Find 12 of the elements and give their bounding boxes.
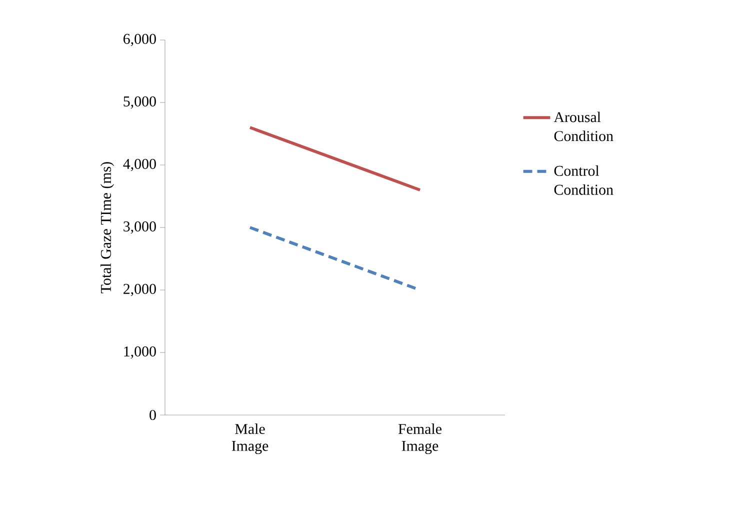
x-tick-label: Male Image [232, 424, 268, 454]
legend-label: Control Condition [554, 165, 614, 195]
y-tick-label: 1,000 [124, 346, 156, 359]
y-tick-label: 6,000 [124, 34, 156, 46]
y-tick-label: 5,000 [124, 96, 156, 109]
y-tick-label: 3,000 [124, 221, 156, 234]
y-tick-label: 0 [150, 410, 156, 420]
y-axis-title: Total Gaze TIme (ms) [100, 162, 114, 294]
y-tick-label: 2,000 [124, 284, 156, 296]
x-tick-label: Female Image [398, 424, 442, 454]
y-tick-label: 4,000 [123, 158, 156, 172]
legend-label: Arousal Condition [554, 112, 614, 142]
